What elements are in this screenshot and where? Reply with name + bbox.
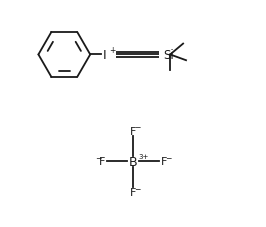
Text: F: F	[161, 157, 167, 167]
Text: −: −	[134, 184, 140, 193]
Text: F: F	[99, 157, 105, 167]
Text: −: −	[134, 123, 140, 131]
Text: 3+: 3+	[138, 153, 148, 159]
Text: Si: Si	[163, 49, 174, 62]
Text: F: F	[130, 126, 136, 136]
Text: −: −	[95, 153, 101, 162]
Text: B: B	[129, 155, 137, 168]
Text: −: −	[165, 153, 171, 162]
Text: I: I	[103, 49, 107, 62]
Text: +: +	[109, 46, 116, 55]
Text: F: F	[130, 188, 136, 197]
